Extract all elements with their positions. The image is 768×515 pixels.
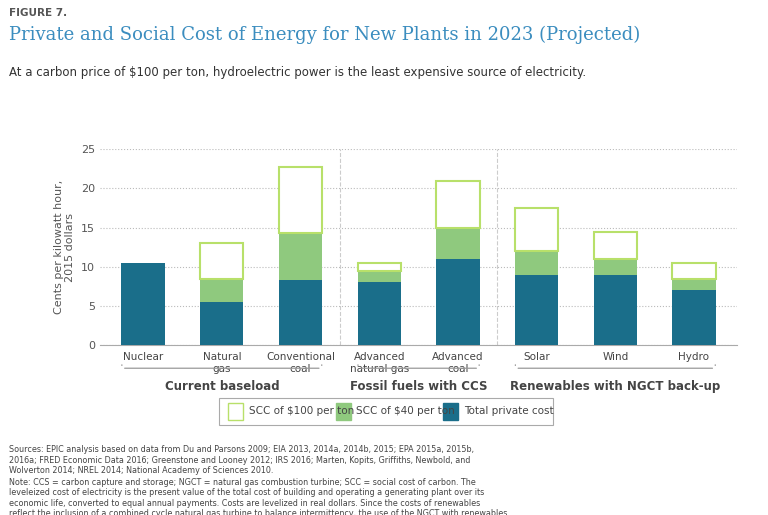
Bar: [672, 279, 716, 290]
Bar: [594, 232, 637, 259]
Text: Sources: EPIC analysis based on data from Du and Parsons 2009; EIA 2013, 2014a, : Sources: EPIC analysis based on data fro…: [9, 445, 474, 475]
Bar: [358, 271, 401, 282]
Bar: [672, 290, 716, 345]
Bar: [279, 280, 322, 345]
Bar: [515, 274, 558, 345]
Text: Renewables with NGCT back-up: Renewables with NGCT back-up: [510, 380, 720, 392]
Y-axis label: Cents per kilowatt hour,
2015 dollars: Cents per kilowatt hour, 2015 dollars: [54, 180, 75, 314]
Bar: [436, 181, 479, 228]
Text: Fossil fuels with CCS: Fossil fuels with CCS: [349, 380, 488, 392]
Bar: [436, 259, 479, 345]
Bar: [200, 302, 243, 345]
Bar: [200, 279, 243, 302]
Bar: [121, 263, 165, 345]
Bar: [594, 259, 637, 274]
Bar: [515, 251, 558, 274]
Bar: [358, 282, 401, 345]
Text: FIGURE 7.: FIGURE 7.: [9, 8, 68, 18]
Bar: [279, 166, 322, 233]
Bar: [358, 263, 401, 271]
Text: SCC of $100 per ton: SCC of $100 per ton: [249, 406, 354, 417]
Text: Total private cost: Total private cost: [464, 406, 554, 417]
Bar: [672, 263, 716, 279]
Bar: [436, 228, 479, 259]
Text: Private and Social Cost of Energy for New Plants in 2023 (Projected): Private and Social Cost of Energy for Ne…: [9, 26, 641, 44]
Bar: [200, 243, 243, 279]
Text: Current baseload: Current baseload: [164, 380, 279, 392]
Text: SCC of $40 per ton: SCC of $40 per ton: [356, 406, 455, 417]
Bar: [594, 274, 637, 345]
Text: At a carbon price of $100 per ton, hydroelectric power is the least expensive so: At a carbon price of $100 per ton, hydro…: [9, 66, 586, 79]
Text: Note: CCS = carbon capture and storage; NGCT = natural gas combustion turbine; S: Note: CCS = carbon capture and storage; …: [9, 478, 508, 515]
Bar: [515, 208, 558, 251]
Bar: [279, 233, 322, 280]
